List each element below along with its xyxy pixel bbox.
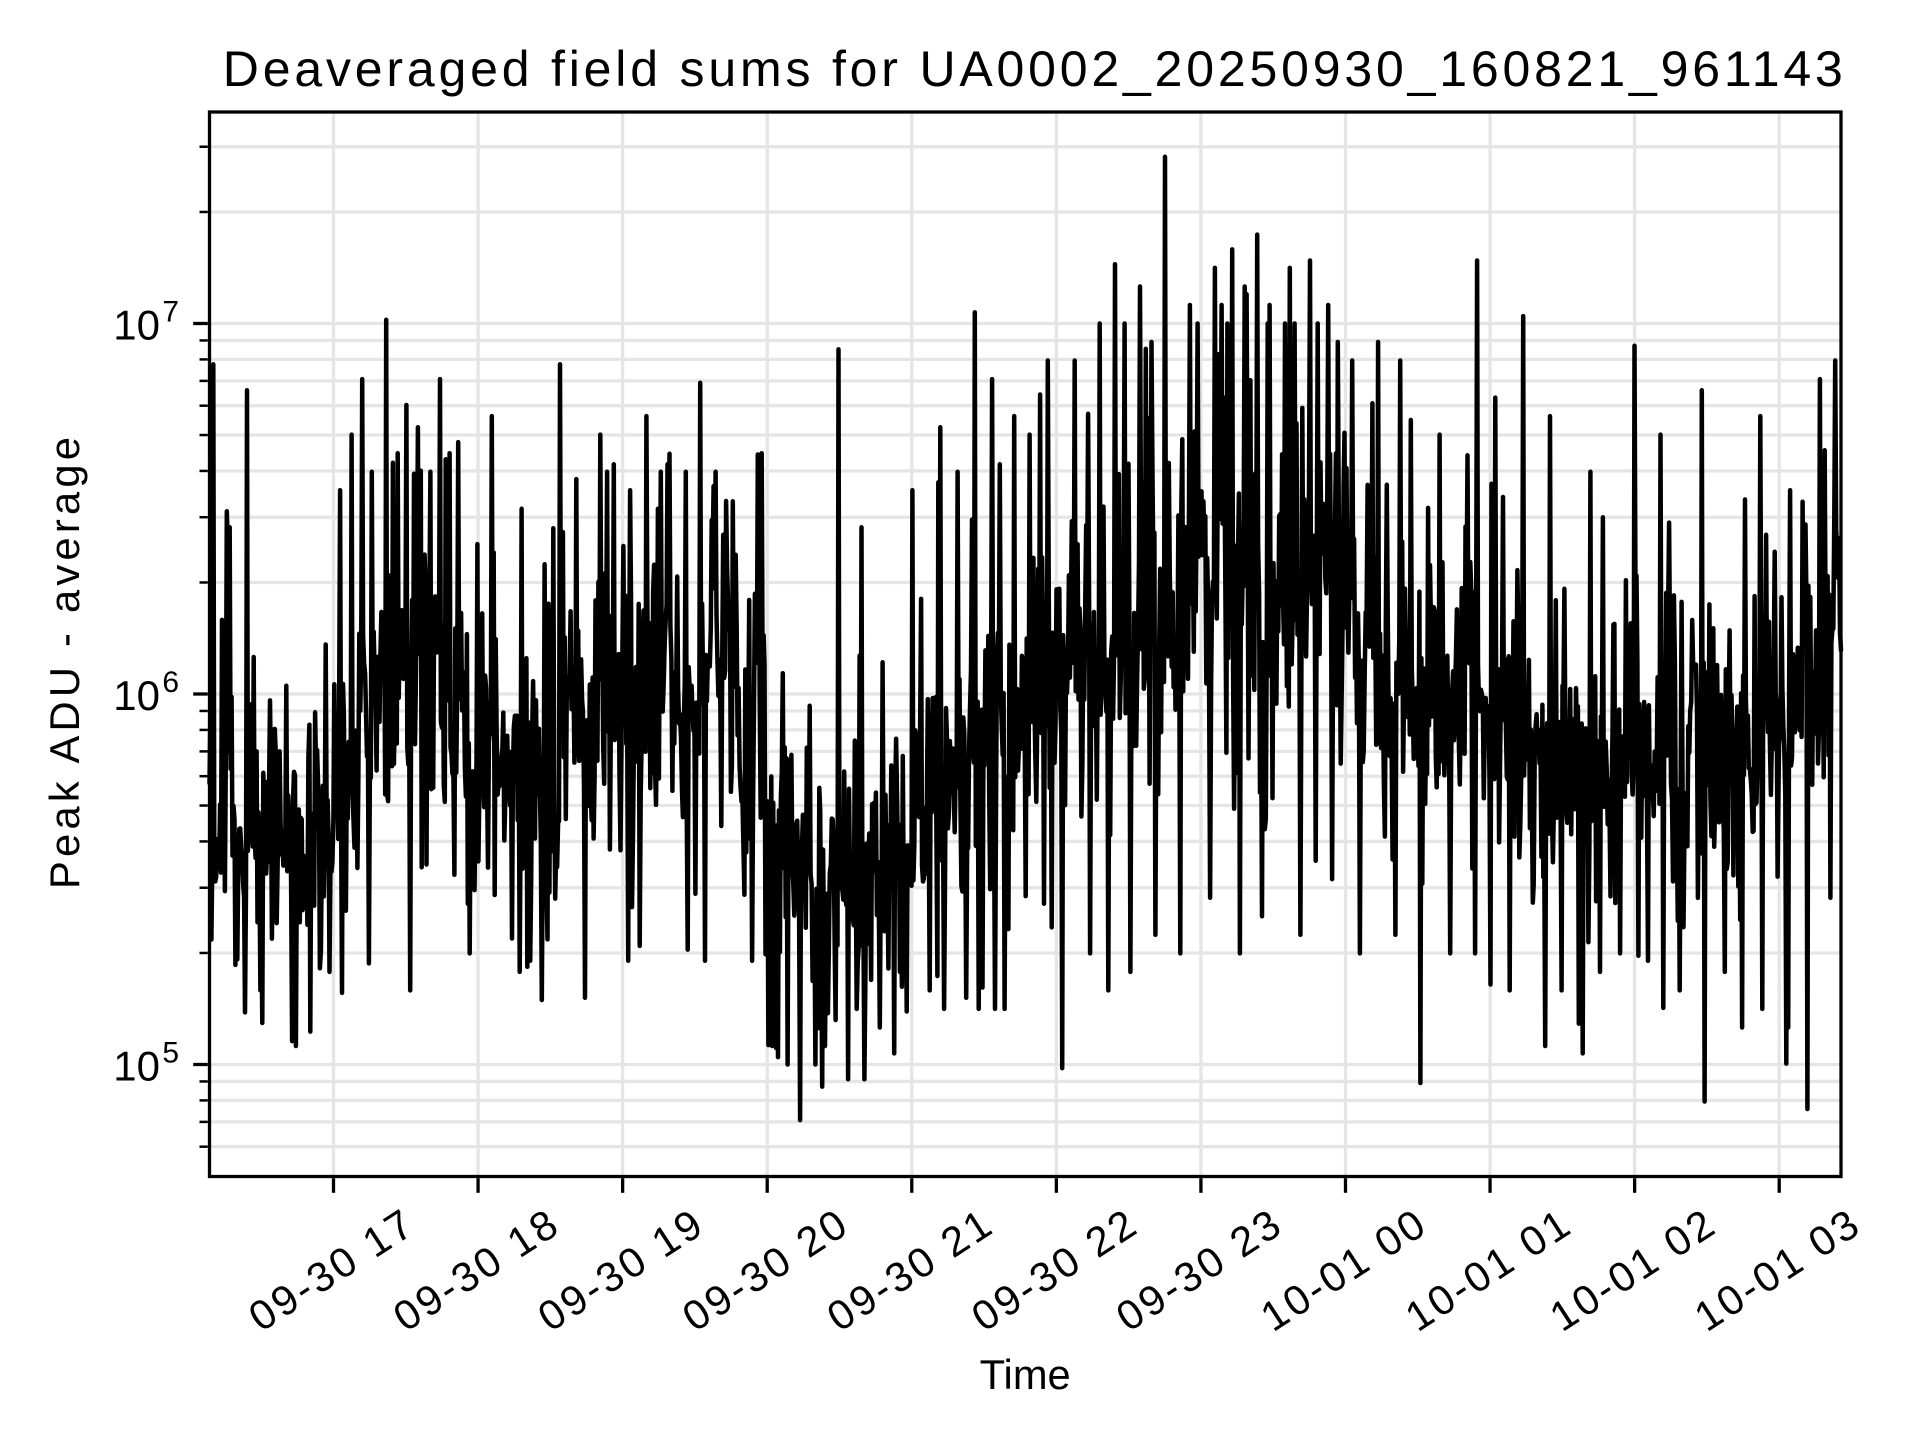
svg-text:7: 7 [162, 296, 179, 329]
svg-text:10: 10 [113, 1043, 160, 1090]
svg-text:Deaveraged field sums for UA00: Deaveraged field sums for UA0002_2025093… [223, 41, 1843, 97]
svg-text:10: 10 [113, 672, 160, 719]
svg-text:5: 5 [162, 1037, 179, 1070]
svg-text:6: 6 [162, 666, 179, 699]
svg-text:Peak ADU - average: Peak ADU - average [41, 437, 88, 889]
svg-text:10: 10 [113, 302, 160, 349]
svg-text:Time: Time [980, 1351, 1071, 1398]
